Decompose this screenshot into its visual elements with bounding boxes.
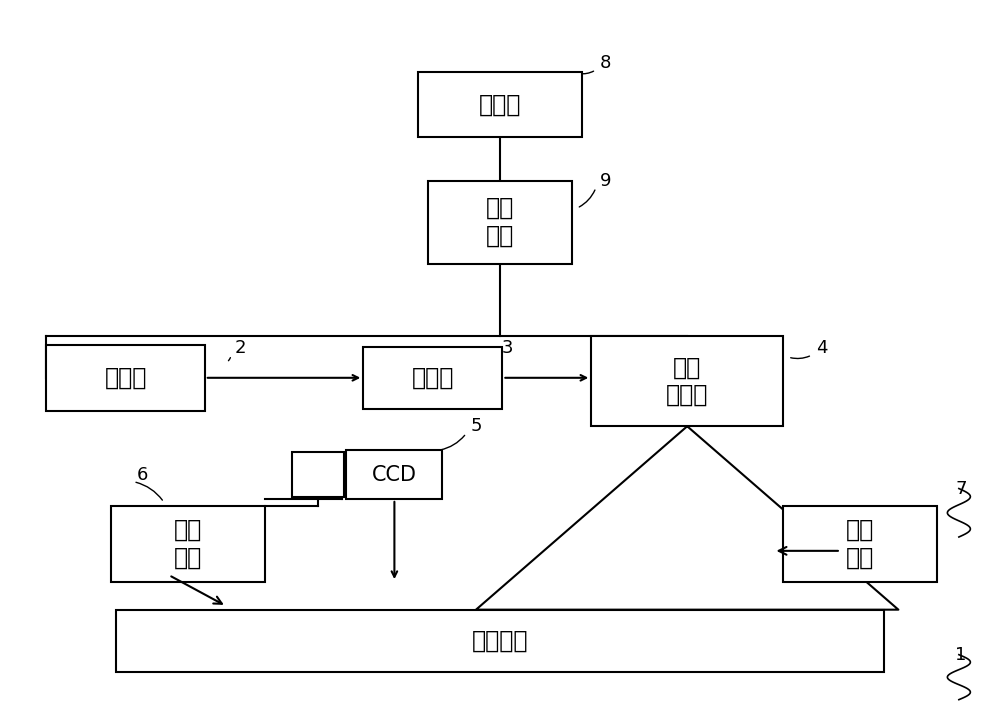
Bar: [418, 71, 582, 137]
Bar: [783, 506, 937, 582]
Text: 3: 3: [502, 339, 513, 357]
Bar: [292, 452, 344, 497]
Text: 集尘
装置: 集尘 装置: [846, 518, 874, 570]
Text: 扩束镜: 扩束镜: [412, 366, 454, 390]
Text: 振镜
和场镜: 振镜 和场镜: [666, 355, 708, 407]
Bar: [428, 180, 572, 264]
Bar: [363, 347, 502, 409]
Text: 1: 1: [955, 646, 966, 663]
Bar: [46, 345, 205, 411]
Text: 9: 9: [600, 172, 611, 190]
Bar: [591, 336, 783, 426]
Text: 5: 5: [470, 417, 482, 435]
Text: 6: 6: [137, 466, 149, 484]
Text: 通讯
模块: 通讯 模块: [486, 196, 514, 248]
Text: 吹气
装置: 吹气 装置: [174, 518, 202, 570]
Text: 真空平台: 真空平台: [472, 629, 528, 653]
Text: 2: 2: [235, 339, 247, 357]
Bar: [346, 451, 442, 499]
Text: 4: 4: [816, 339, 827, 357]
Bar: [111, 506, 265, 582]
Text: 激光器: 激光器: [104, 366, 147, 390]
Text: CCD: CCD: [372, 465, 417, 485]
Bar: [116, 610, 884, 672]
Text: 8: 8: [600, 54, 611, 72]
Text: 工控机: 工控机: [479, 92, 521, 116]
Text: 7: 7: [955, 479, 967, 497]
